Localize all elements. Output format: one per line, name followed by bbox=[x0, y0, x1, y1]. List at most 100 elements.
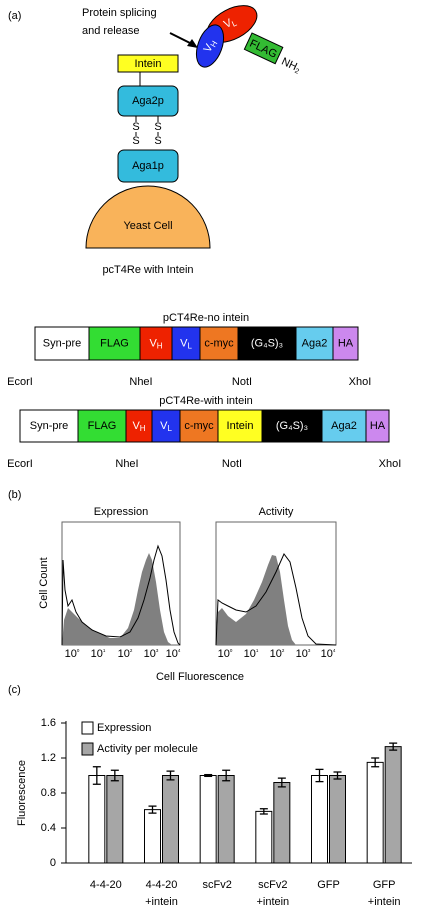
tick-base: 10 bbox=[296, 648, 308, 660]
vh-sub: H bbox=[209, 39, 220, 49]
segment-label: FLAG bbox=[100, 337, 129, 349]
x-tick-label: scFv2 +intein bbox=[256, 879, 289, 908]
bar bbox=[162, 775, 179, 864]
x-tick-label: 104 bbox=[166, 648, 181, 660]
tick-exp: 0 bbox=[77, 648, 80, 653]
construct-segment bbox=[365, 409, 390, 443]
construct-segment bbox=[332, 326, 359, 361]
segment-label: HA bbox=[338, 337, 354, 349]
segment-label: Syn-pre bbox=[30, 420, 69, 432]
y-axis-label: Fluorescence bbox=[16, 760, 28, 826]
construct-title: pCT4Re-no intein bbox=[163, 312, 249, 324]
construct-segment bbox=[139, 326, 173, 361]
restriction-site: XhoI bbox=[349, 376, 372, 388]
error-bar bbox=[148, 805, 157, 814]
construct-segment bbox=[171, 326, 201, 361]
error-bar bbox=[166, 770, 175, 781]
bar bbox=[311, 775, 328, 864]
aga1p-label: Aga1p bbox=[132, 160, 164, 172]
segment-label: Aga2 bbox=[302, 337, 328, 349]
construct-segment bbox=[179, 409, 219, 443]
segment-label: HA bbox=[370, 420, 386, 432]
x-tick-label: GFP bbox=[317, 879, 340, 891]
x-tick-label: GFP +intein bbox=[368, 879, 401, 908]
bar bbox=[329, 775, 346, 864]
y-tick-label: 0.4 bbox=[41, 822, 56, 834]
segment-label: FLAG bbox=[88, 420, 117, 432]
intein-label: Intein bbox=[135, 58, 162, 70]
error-bar bbox=[110, 769, 119, 782]
bar bbox=[273, 782, 291, 864]
segment-label-sub: L bbox=[167, 424, 172, 433]
bar bbox=[88, 775, 106, 864]
category-line: 4-4-20 bbox=[90, 879, 122, 891]
restriction-site: NheI bbox=[115, 458, 138, 470]
x-tick-label: 102 bbox=[270, 648, 285, 660]
segment-label-sub: H bbox=[157, 342, 163, 351]
construct-segment bbox=[237, 326, 297, 361]
tick-exp: 0 bbox=[230, 648, 233, 653]
tick-base: 10 bbox=[65, 648, 77, 660]
segment-label: VL bbox=[160, 420, 172, 433]
restriction-site: XhoI bbox=[379, 458, 402, 470]
x-tick-label: 100 bbox=[218, 648, 233, 660]
category-line: +intein bbox=[368, 896, 401, 908]
tick-base: 10 bbox=[270, 648, 282, 660]
tick-base: 10 bbox=[91, 648, 103, 660]
arrowhead bbox=[187, 39, 198, 48]
segment-label-sub: L bbox=[187, 342, 192, 351]
restriction-site: NotI bbox=[232, 376, 252, 388]
construct-segment bbox=[77, 409, 127, 443]
panel-label: (b) bbox=[8, 489, 21, 501]
construct-segment bbox=[261, 409, 323, 443]
segment-label: c-myc bbox=[184, 420, 214, 432]
y-tick-label: 1.2 bbox=[41, 752, 56, 764]
histogram bbox=[216, 555, 296, 645]
aga2p-box bbox=[117, 85, 179, 117]
tick-exp: 3 bbox=[156, 648, 159, 653]
panel-label: (a) bbox=[8, 10, 21, 22]
tick-exp: 1 bbox=[256, 648, 259, 653]
segment-label: VL bbox=[180, 337, 192, 350]
x-tick-label: 100 bbox=[65, 648, 80, 660]
caption: pcT4Re with Intein bbox=[102, 264, 193, 276]
error-bar bbox=[389, 742, 398, 751]
category-line: GFP bbox=[317, 879, 340, 891]
segment-label: Intein bbox=[227, 420, 254, 432]
segment-label: Syn-pre bbox=[43, 337, 82, 349]
segment-label-main: V bbox=[180, 337, 188, 349]
restriction-site: EcorI bbox=[7, 458, 33, 470]
vl-sub: L bbox=[231, 19, 239, 29]
legend-label: Expression bbox=[97, 722, 151, 734]
category-line: +intein bbox=[256, 896, 289, 908]
aga2p-label: Aga2p bbox=[132, 95, 164, 107]
sulfur: S bbox=[154, 135, 161, 147]
sulfur: S bbox=[154, 121, 161, 133]
construct-title: pCT4Re-with intein bbox=[159, 395, 253, 407]
release-text: and release bbox=[82, 25, 140, 37]
panel-label: (c) bbox=[8, 684, 21, 696]
x-axis-label: Cell Fluorescence bbox=[156, 671, 244, 683]
tick-exp: 2 bbox=[130, 648, 133, 653]
category-line: GFP bbox=[373, 879, 396, 891]
sulfur: S bbox=[132, 135, 139, 147]
cell-label: Yeast Cell bbox=[123, 220, 172, 232]
construct-segment bbox=[321, 409, 367, 443]
x-tick-label: 102 bbox=[118, 648, 133, 660]
sulfur: S bbox=[132, 121, 139, 133]
intein-box bbox=[117, 54, 179, 73]
tick-base: 10 bbox=[144, 648, 156, 660]
error-bar bbox=[92, 766, 101, 785]
category-line: scFv2 bbox=[258, 879, 287, 891]
category-line: +intein bbox=[145, 896, 178, 908]
legend-label: Activity per molecule bbox=[97, 743, 198, 755]
construct-segment bbox=[34, 326, 90, 361]
tick-base: 10 bbox=[244, 648, 256, 660]
segment-label-main: V bbox=[160, 420, 168, 432]
tick-exp: 4 bbox=[178, 648, 181, 653]
x-tick-label: 4-4-20 +intein bbox=[145, 879, 178, 908]
x-tick-label: 104 bbox=[321, 648, 336, 660]
vh-domain bbox=[195, 24, 225, 68]
bar bbox=[366, 761, 384, 864]
